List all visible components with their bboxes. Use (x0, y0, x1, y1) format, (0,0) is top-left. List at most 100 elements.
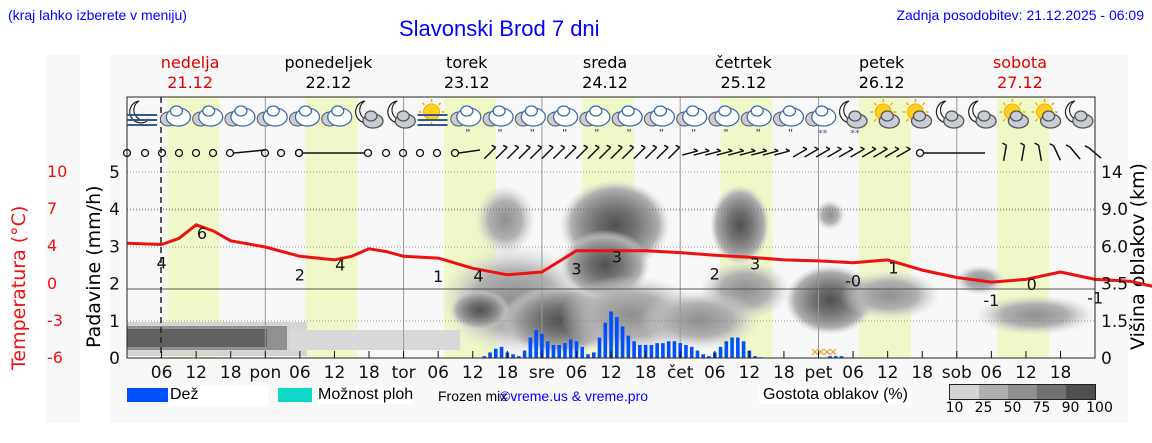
time-tick-label: 18 (220, 363, 242, 383)
day-name: torek (446, 53, 488, 72)
shower-legend-label: Možnost ploh (318, 386, 414, 404)
rain-bar (551, 344, 556, 358)
temp-tick-label: 4 (47, 236, 58, 256)
cloud-height-tick-label: 3.5 (1101, 275, 1128, 295)
rain-bar (672, 341, 677, 358)
daylight-band (305, 97, 358, 358)
wind-barb-icon (667, 146, 681, 160)
time-tick-label: pet (805, 363, 833, 383)
time-tick-label: 06 (704, 363, 726, 383)
wind-barb-icon (541, 146, 554, 160)
sun-cloud-icon (999, 99, 1029, 129)
time-tick-label: 18 (911, 363, 933, 383)
rain-bar (833, 356, 838, 358)
wind-barb-icon (633, 146, 646, 160)
cloud-icon (256, 105, 288, 127)
wind-calm-icon (415, 148, 425, 158)
time-tick-label: tor (392, 363, 416, 383)
svg-text:": " (659, 128, 664, 139)
wind-barb-icon (506, 146, 520, 160)
cloud-density-scale (949, 384, 1096, 400)
cloud-density-scale-label: 100 (1086, 400, 1113, 416)
frozen-mix-marker: ✕ (816, 346, 825, 359)
rain-bars (482, 311, 844, 358)
rain-bar (528, 337, 533, 358)
wind-barb-icon (598, 146, 612, 160)
rain-legend-swatch (127, 388, 175, 402)
temperature-label: 4 (335, 256, 345, 275)
temperature-label: 2 (710, 264, 720, 283)
day-date: 27.12 (997, 73, 1043, 92)
svg-text:": " (723, 128, 728, 139)
credit-link[interactable]: ©vreme.us & vreme.pro (500, 388, 649, 404)
rain-bar (724, 341, 729, 358)
page-title: Slavonski Brod 7 dni (399, 16, 600, 41)
wind-barb-icon (827, 148, 842, 158)
rain-bar (609, 311, 613, 358)
wind-calm-icon (225, 148, 235, 158)
time-axis-ticks: 06 12 18 pon 06 12 18 tor 06 12 18 sre 06 12 18 čet 06 12… (151, 351, 1071, 383)
cloud-rain-icon: " (579, 105, 611, 139)
cloud-height-tick-label: 0 (1101, 349, 1112, 369)
temperature-label: 3 (750, 255, 760, 274)
precip-tick-label: 0 (109, 349, 120, 369)
wind-barb-icon (850, 148, 865, 158)
time-tick-label: sob (942, 363, 972, 383)
wind-barb-icon (884, 148, 900, 158)
cloud-density-scale-label: 10 (945, 400, 964, 416)
cloud-density-swatch (1066, 385, 1095, 399)
rain-bar (730, 337, 734, 358)
rain-bar (620, 326, 625, 358)
cloud-icon (224, 105, 256, 127)
wind-barb-icon (762, 150, 779, 156)
cloud-density-swatch (950, 385, 979, 399)
frozen-mix-legend-label: Frozen mix (438, 388, 508, 404)
wind-barb-icon (564, 146, 577, 160)
rain-bar (534, 330, 538, 358)
rain-bar (701, 354, 706, 358)
day-name: petek (858, 53, 905, 72)
rain-bar (568, 339, 573, 358)
sun-fog-icon (417, 99, 448, 126)
cloud-height-axis-ticks: 14 9.0 6.0 3.5 1.5 0 (1101, 163, 1128, 369)
rain-bar (661, 343, 665, 358)
wind-barb-icon (552, 146, 566, 160)
temperature-label: 1 (433, 267, 443, 286)
moon-cloud-icon (968, 100, 997, 129)
cloud-rain-icon: " (676, 105, 708, 139)
last-updated: Zadnja posodobitev: 21.12.2025 - 06:09 (896, 7, 1144, 23)
rain-bar (511, 354, 515, 358)
time-tick-label: 06 (981, 363, 1003, 383)
wind-calm-icon (157, 148, 167, 158)
rain-bar (591, 352, 596, 358)
time-tick-label: 06 (289, 363, 311, 383)
cloud-rain-icon: " (547, 105, 579, 139)
weather-icons-row: " " " " " " " " " " " ** ** (127, 99, 1094, 139)
wind-calm-icon (122, 148, 132, 158)
wind-barb-icon (792, 148, 808, 158)
wind-barb-icon (682, 150, 698, 156)
shower-legend-swatch (278, 388, 312, 402)
time-tick-label: sre (529, 363, 555, 383)
precip-tick-label: 2 (109, 275, 120, 295)
moon-cloud-icon (1064, 100, 1094, 129)
svg-text:": " (756, 128, 761, 139)
cloud-icon (192, 105, 224, 127)
cloud-height-tick-label: 9.0 (1101, 200, 1128, 220)
temperature-label: 4 (156, 254, 166, 273)
time-tick-label: 12 (877, 363, 899, 383)
wind-calm-icon (276, 148, 286, 158)
rain-bar (839, 356, 844, 358)
day-date: 25.12 (720, 73, 767, 92)
wind-barb-icon (815, 148, 831, 158)
day-date: 26.12 (858, 73, 905, 92)
wind-barb-icon (233, 149, 266, 154)
cloud-icon (321, 105, 353, 127)
time-tick-label: čet (667, 363, 694, 383)
time-tick-label: 06 (842, 363, 864, 383)
wind-calm-icon (140, 148, 150, 158)
rain-bar (522, 350, 527, 358)
wind-barb-icon (1002, 144, 1008, 162)
frozen-mix-marker: ✕ (822, 346, 831, 359)
svg-text:": " (530, 128, 535, 139)
